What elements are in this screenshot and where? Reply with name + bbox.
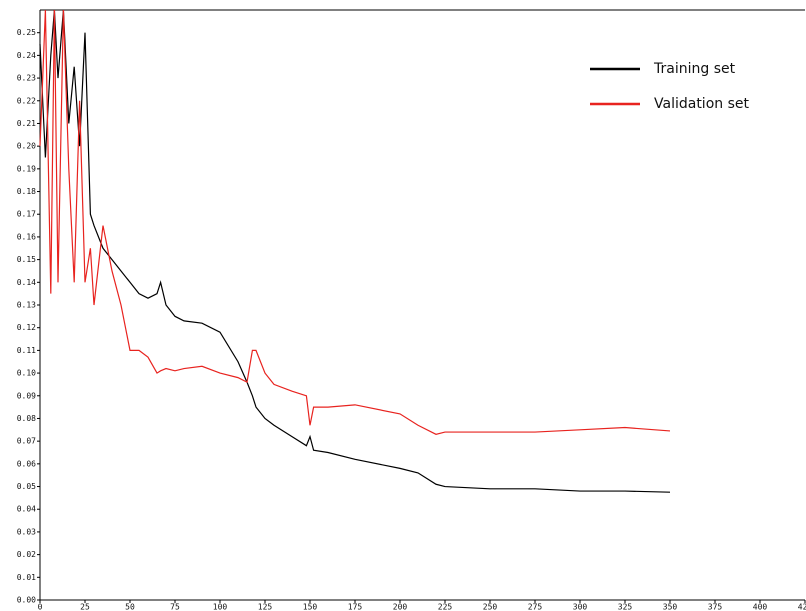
- series-line: [39, 9, 671, 435]
- y-tick-label: 0.00: [17, 596, 36, 605]
- y-tick-label: 0.07: [17, 437, 36, 446]
- y-tick-label: 0.20: [17, 142, 36, 151]
- x-tick-label: 100: [213, 603, 228, 611]
- y-tick-label: 0.01: [17, 573, 36, 582]
- x-tick-label: 200: [393, 603, 408, 611]
- legend-label: Validation set: [654, 96, 749, 112]
- x-tick-label: 150: [303, 603, 318, 611]
- y-tick-label: 0.19: [17, 164, 36, 173]
- y-tick-label: 0.06: [17, 459, 36, 468]
- y-tick-label: 0.17: [17, 210, 36, 219]
- y-tick-label: 0.13: [17, 301, 36, 310]
- y-tick-label: 0.11: [17, 346, 36, 355]
- y-tick-label: 0.10: [17, 369, 36, 378]
- y-tick-label: 0.14: [17, 278, 36, 287]
- y-tick-label: 0.15: [17, 255, 36, 264]
- y-tick-label: 0.24: [17, 51, 36, 60]
- y-tick-label: 0.16: [17, 232, 36, 241]
- x-tick-label: 425: [798, 603, 806, 611]
- y-tick-label: 0.21: [17, 119, 36, 128]
- y-tick-label: 0.25: [17, 28, 36, 37]
- x-tick-label: 50: [125, 603, 135, 611]
- y-tick-label: 0.18: [17, 187, 36, 196]
- x-tick-label: 375: [708, 603, 723, 611]
- x-tick-label: 350: [663, 603, 678, 611]
- y-tick-label: 0.23: [17, 74, 36, 83]
- y-tick-label: 0.02: [17, 550, 36, 559]
- x-tick-label: 275: [528, 603, 543, 611]
- y-tick-label: 0.08: [17, 414, 36, 423]
- x-tick-label: 325: [618, 603, 633, 611]
- x-tick-label: 125: [258, 603, 273, 611]
- x-tick-label: 25: [80, 603, 90, 611]
- series-line: [39, 9, 671, 493]
- y-tick-label: 0.04: [17, 505, 36, 514]
- legend-label: Training set: [653, 61, 736, 77]
- x-tick-label: 400: [753, 603, 768, 611]
- y-tick-label: 0.03: [17, 527, 36, 536]
- y-tick-label: 0.12: [17, 323, 36, 332]
- y-tick-label: 0.05: [17, 482, 36, 491]
- x-tick-label: 175: [348, 603, 363, 611]
- x-tick-label: 75: [170, 603, 180, 611]
- x-tick-label: 0: [38, 603, 43, 611]
- x-tick-label: 250: [483, 603, 498, 611]
- x-tick-label: 300: [573, 603, 588, 611]
- y-tick-label: 0.22: [17, 96, 36, 105]
- y-tick-label: 0.09: [17, 391, 36, 400]
- x-tick-label: 225: [438, 603, 453, 611]
